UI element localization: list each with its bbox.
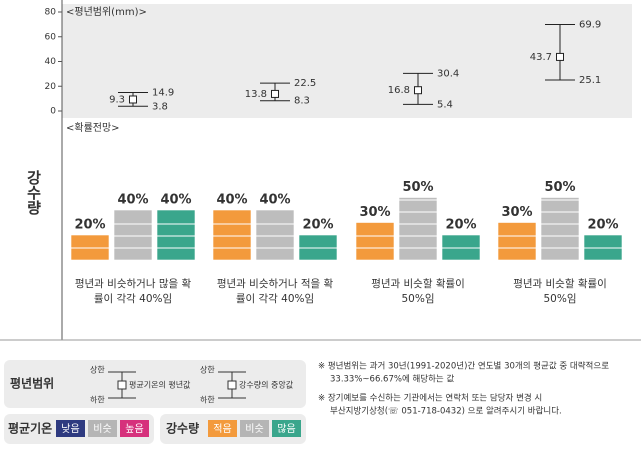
- value-label: 9.3: [109, 94, 125, 105]
- prob-stack: [113, 209, 153, 261]
- legend-text: 상한: [90, 365, 105, 375]
- prob-label: 20%: [587, 218, 618, 233]
- prob-stack: [355, 222, 395, 261]
- legend-chip-label: 비슷: [93, 423, 111, 435]
- prob-label: 30%: [359, 205, 390, 220]
- y-tick-label: 80: [45, 8, 57, 18]
- value-label: 16.8: [388, 85, 410, 96]
- prob-stack: [497, 222, 537, 261]
- prob-label: 20%: [445, 218, 476, 233]
- prob-stack: [156, 209, 196, 261]
- value-label: 14.9: [152, 88, 174, 99]
- center-marker: [556, 52, 564, 61]
- legend-chip-label: 적음: [213, 423, 231, 435]
- prob-label: 20%: [302, 218, 333, 233]
- value-label: 3.8: [152, 101, 168, 112]
- legend-chip: [240, 420, 269, 437]
- value-label: 69.9: [579, 19, 601, 30]
- value-label: 43.7: [530, 52, 552, 63]
- y-tick-label: 0: [50, 107, 56, 117]
- note: ※ 장기예보를 수신하는 기관에서는 연락처 또는 담당자 변경 시: [318, 393, 542, 404]
- center-marker: [129, 95, 137, 104]
- value-label: 22.5: [294, 78, 316, 89]
- value-label: 13.8: [245, 89, 267, 100]
- caption: 률이 각각 40%임: [236, 292, 314, 305]
- legend-chip-label: 비슷: [245, 423, 263, 435]
- legend-chip: [272, 420, 301, 437]
- legend-title: 평균기온: [8, 421, 52, 436]
- prob-stack: [398, 197, 438, 261]
- caption: 평년과 비슷할 확률이: [371, 277, 465, 290]
- caption: 평년과 비슷할 확률이: [513, 277, 607, 290]
- legend-text: 상한: [200, 365, 215, 375]
- prob-label: 40%: [160, 193, 191, 208]
- legend-chip-label: 높음: [125, 423, 143, 435]
- caption: 평년과 비슷하거나 많을 확: [75, 277, 192, 290]
- caption: 평년과 비슷하거나 적을 확: [217, 277, 334, 290]
- range-label: <평년범위(mm)>: [66, 5, 147, 18]
- prob-label: 50%: [402, 180, 433, 195]
- prob-label: 20%: [74, 218, 105, 233]
- note: ※ 평년범위는 과거 30년(1991-2020년)간 연도별 30개의 평균값…: [318, 361, 609, 372]
- legend-text: 평균기온의 평년값: [129, 380, 191, 390]
- legend-chip: [88, 420, 117, 437]
- center-marker: [271, 89, 279, 98]
- y-tick-label: 60: [45, 32, 57, 42]
- caption: 50%임: [544, 292, 577, 305]
- legend-chip-label: 많음: [277, 423, 295, 435]
- value-label: 25.1: [579, 75, 601, 86]
- y-tick-label: 20: [45, 82, 57, 92]
- prob-label: 40%: [259, 193, 290, 208]
- legend-chip: [208, 420, 237, 437]
- legend-title: 강수량: [166, 422, 199, 436]
- prob-stack: [255, 209, 295, 261]
- range-panel: [62, 4, 632, 118]
- y-tick-label: 40: [45, 57, 57, 67]
- prob-label: 30%: [501, 205, 532, 220]
- prob-stack: [540, 197, 580, 261]
- value-label: 30.4: [437, 68, 459, 79]
- prob-label: <확률전망>: [66, 122, 120, 134]
- note: 부산지방기상청(☏ 051-718-0432) 으로 알려주시기 바랍니다.: [330, 406, 562, 417]
- prob-label: 50%: [544, 180, 575, 195]
- legend-chip-label: 낮음: [61, 423, 79, 435]
- value-label: 8.3: [294, 96, 310, 107]
- caption: 률이 각각 40%임: [94, 292, 172, 305]
- legend-title: 평년범위: [10, 376, 54, 391]
- legend-text: 하한: [90, 395, 105, 405]
- note: 33.33%~66.67%에 해당하는 값: [330, 374, 454, 385]
- legend-text: 강수량의 중앙값: [239, 380, 294, 390]
- prob-stack: [212, 209, 252, 261]
- legend-text: 하한: [200, 395, 215, 405]
- legend-glyph: [108, 371, 246, 399]
- center-marker: [414, 86, 422, 95]
- legend-chip: [56, 420, 85, 437]
- legend-chip: [120, 420, 149, 437]
- side-label: 강수량: [25, 169, 43, 216]
- prob-label: 40%: [216, 193, 247, 208]
- caption: 50%임: [402, 292, 435, 305]
- prob-label: 40%: [117, 193, 148, 208]
- value-label: 5.4: [437, 99, 453, 110]
